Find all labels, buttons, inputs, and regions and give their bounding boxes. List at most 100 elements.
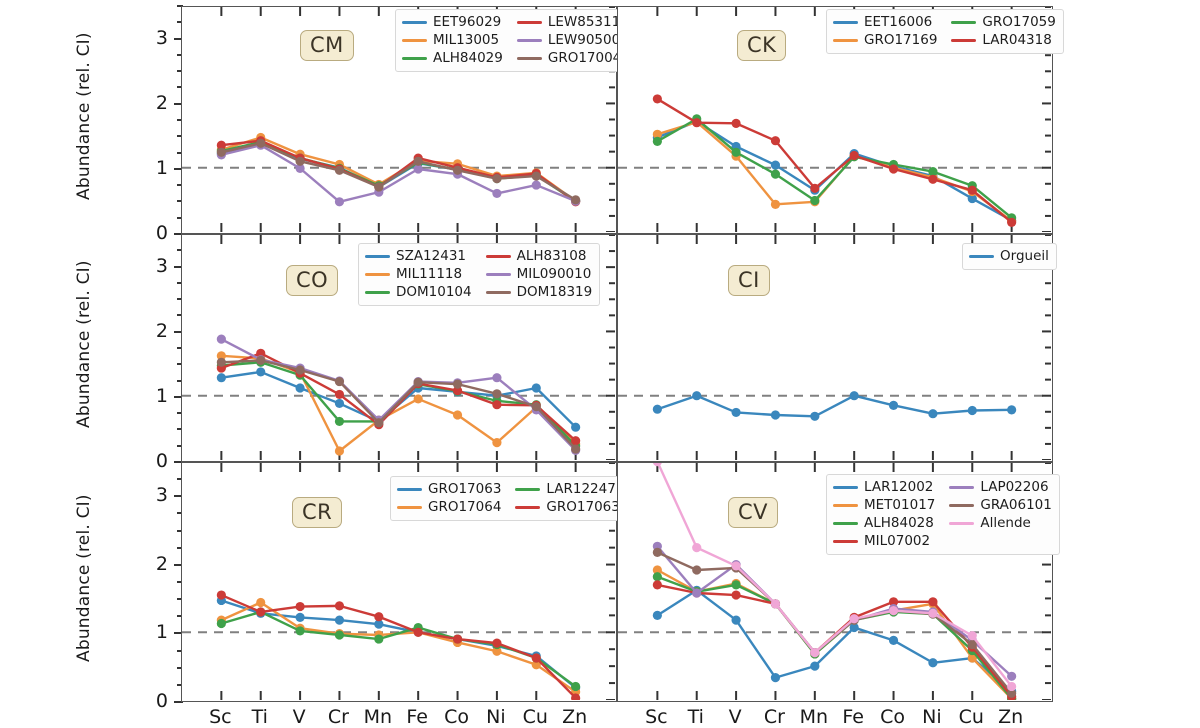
legend-color-swatch	[833, 522, 858, 525]
y-tick-label: 3	[155, 484, 168, 507]
legend-label: Orgueil	[1000, 247, 1049, 264]
legend-cm[interactable]: EET96029 MIL13005 ALH84029 LEW85311 LEW90500…	[395, 9, 630, 72]
data-point	[571, 693, 581, 700]
legend-item[interactable]: GRO17169	[833, 32, 937, 49]
legend-label: LAR12002	[864, 478, 934, 495]
y-tick-label: 1	[155, 621, 168, 644]
data-point	[810, 195, 820, 206]
data-point	[731, 615, 741, 625]
legend-ck[interactable]: EET16006 GRO17169 GRO17059 LAR04318	[826, 9, 1064, 54]
legend-co[interactable]: SZA12431 MIL11118 DOM10104 ALH83108 MIL09001…	[358, 243, 601, 306]
data-point	[334, 398, 345, 409]
data-point	[770, 410, 781, 420]
legend-item[interactable]: GRO17059	[951, 14, 1056, 31]
data-point	[571, 195, 581, 205]
x-tick-label: Cu	[522, 706, 548, 728]
legend-color-swatch	[949, 522, 975, 525]
legend-item[interactable]: EET96029	[402, 14, 503, 31]
legend-item[interactable]: LAP02206	[949, 479, 1051, 496]
legend-item[interactable]: LAR12002	[833, 479, 935, 496]
data-point	[216, 334, 226, 344]
data-point	[652, 129, 662, 139]
data-point	[216, 618, 226, 629]
data-point	[1007, 681, 1017, 692]
legend-label: GRO17004	[547, 49, 622, 66]
legend-item[interactable]: LAR12247	[515, 481, 619, 498]
y-major-tick	[174, 102, 183, 105]
data-point	[928, 597, 938, 607]
legend-item[interactable]: GRO17063	[397, 481, 501, 498]
y-tick-label: 1	[155, 384, 168, 407]
legend-item[interactable]: Allende	[949, 515, 1051, 532]
y-minor-tick	[177, 461, 183, 463]
panel-ci	[617, 234, 1053, 462]
legend-item[interactable]: LEW85311	[516, 14, 621, 31]
x-tick-label: Ni	[486, 706, 506, 728]
legend-cr[interactable]: GRO17063 GRO17064 LAR12247 GRO17063	[390, 476, 628, 521]
legend-cv[interactable]: LAR12002 MET01017 ALH84028 MIL07002 LAP02206…	[826, 474, 1060, 555]
data-point	[571, 436, 581, 446]
data-point	[849, 614, 859, 624]
y-minor-tick	[177, 53, 183, 56]
data-point	[413, 156, 423, 166]
legend-label: SZA12431	[396, 247, 466, 264]
data-point	[452, 634, 463, 644]
y-major-tick	[174, 563, 183, 566]
legend-item[interactable]: LAR04318	[951, 32, 1055, 49]
legend-item[interactable]: ALH84029	[402, 50, 503, 67]
legend-item[interactable]: ALH84028	[833, 515, 935, 532]
data-point	[334, 389, 345, 400]
legend-item[interactable]: EET16006	[833, 14, 937, 31]
data-point	[888, 635, 899, 646]
legend-item[interactable]: MET01017	[833, 497, 935, 514]
data-point	[452, 385, 463, 396]
y-minor-tick	[177, 21, 183, 24]
series-line	[656, 394, 1013, 418]
legend-color-swatch	[951, 39, 977, 42]
legend-item[interactable]: MIL07002	[833, 533, 935, 550]
legend-ci[interactable]: Orgueil	[962, 243, 1057, 270]
data-point	[374, 612, 384, 622]
legend-item[interactable]: GRO17063	[515, 499, 620, 516]
legend-item[interactable]: MIL11118	[365, 266, 472, 283]
data-point	[652, 404, 662, 414]
y-major-tick	[174, 395, 183, 398]
legend-label: Allende	[980, 514, 1031, 531]
series-line	[656, 545, 1013, 678]
y-minor-tick	[177, 363, 183, 366]
y-tick-label: 3	[155, 26, 168, 49]
legend-item[interactable]: SZA12431	[365, 248, 472, 265]
legend-item[interactable]: GRA06101	[949, 497, 1052, 514]
data-point	[256, 138, 266, 148]
legend-label: MIL13005	[433, 31, 500, 48]
panel-label-co: CO	[286, 265, 339, 297]
y-minor-tick	[177, 666, 183, 669]
legend-item[interactable]: MIL090010	[485, 266, 593, 283]
x-tick-label: Cu	[958, 706, 984, 728]
data-point	[888, 606, 899, 616]
legend-color-swatch	[397, 488, 422, 491]
data-point	[652, 463, 662, 467]
y-minor-tick	[177, 184, 183, 187]
legend-color-swatch	[402, 21, 427, 24]
legend-item[interactable]: Orgueil	[969, 248, 1049, 265]
y-minor-tick	[177, 5, 183, 7]
legend-item[interactable]: GRO17064	[397, 499, 501, 516]
data-point	[1007, 671, 1017, 681]
y-minor-tick	[177, 529, 183, 532]
data-point	[492, 174, 502, 184]
plot-area-cm	[182, 7, 615, 232]
legend-item[interactable]: DOM18319	[485, 284, 592, 301]
legend-item[interactable]: MIL13005	[402, 32, 503, 49]
legend-item[interactable]: GRO17004	[516, 49, 622, 67]
series-line	[656, 551, 1013, 695]
legend-item[interactable]: DOM10104	[365, 284, 472, 301]
data-point	[295, 163, 305, 173]
legend-item[interactable]: ALH83108	[485, 248, 593, 265]
series-line	[220, 139, 577, 203]
data-point	[731, 561, 741, 571]
legend-label: GRO17064	[428, 498, 502, 515]
y-minor-tick	[177, 216, 183, 219]
legend-item[interactable]: LEW90500	[516, 32, 621, 49]
